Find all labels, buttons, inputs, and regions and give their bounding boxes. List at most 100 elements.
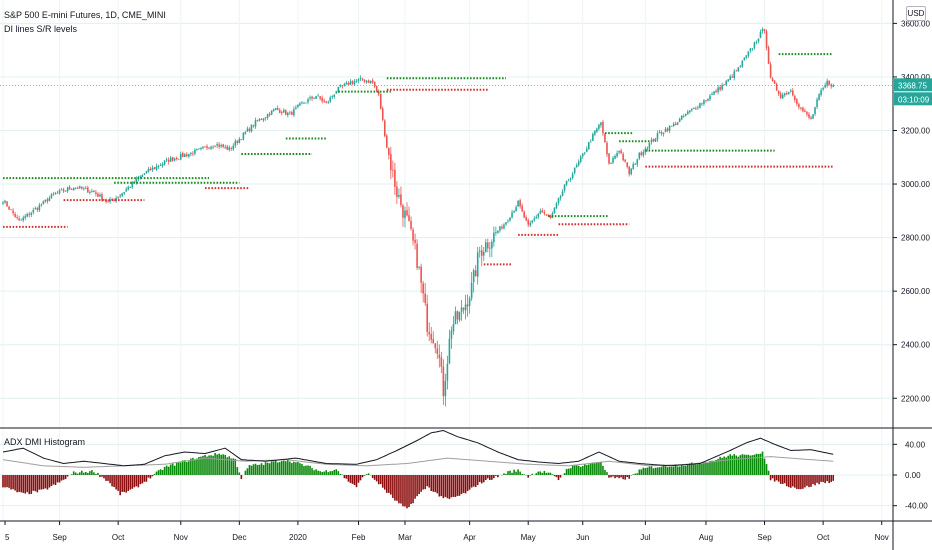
candle-body	[408, 215, 410, 222]
histogram-bar	[650, 466, 653, 475]
histogram-bar	[198, 456, 200, 475]
candle-body	[256, 120, 259, 121]
histogram-bar	[531, 473, 534, 475]
histogram-bar	[452, 475, 455, 497]
candle-body	[557, 198, 560, 203]
candle-body	[390, 154, 392, 171]
histogram-bar	[87, 472, 89, 475]
candle-body	[745, 55, 748, 58]
candle-body	[666, 128, 669, 131]
histogram-bar	[402, 475, 404, 507]
histogram-bar	[729, 454, 731, 475]
histogram-bar	[91, 470, 93, 475]
histogram-bar	[175, 462, 178, 475]
candle-body	[826, 80, 828, 86]
histogram-bar	[571, 465, 574, 475]
histogram-bar	[711, 460, 713, 475]
histogram-bar	[828, 475, 830, 484]
candle-body	[691, 108, 693, 111]
histogram-bar	[577, 465, 580, 475]
candle-body	[428, 332, 431, 335]
histogram-bar	[285, 461, 287, 475]
histogram-bar	[822, 475, 824, 483]
candle-body	[761, 29, 764, 32]
candle-body	[783, 93, 786, 96]
histogram-bar	[309, 465, 311, 475]
candle-body	[127, 187, 130, 190]
histogram-bar	[299, 463, 301, 475]
candle-body	[697, 107, 699, 109]
candle-body	[87, 187, 89, 193]
histogram-bar	[509, 470, 511, 475]
candle-body	[131, 182, 134, 188]
candle-body	[632, 164, 635, 170]
candle-body	[392, 169, 394, 171]
histogram-bar	[668, 466, 671, 475]
candle-body	[539, 210, 542, 214]
adx-line	[2, 429, 834, 467]
histogram-bar	[276, 462, 279, 475]
histogram-bar	[133, 475, 136, 488]
candle-body	[537, 213, 540, 217]
histogram-bar	[628, 475, 630, 479]
histogram-bar	[592, 462, 594, 475]
candle-body	[135, 178, 138, 183]
candle-body	[553, 207, 556, 214]
candle-body	[529, 222, 532, 226]
histogram-bar	[252, 464, 255, 475]
candle-body	[513, 210, 515, 213]
candle-body	[719, 86, 721, 90]
candle-body	[729, 76, 731, 80]
histogram-bar	[620, 475, 622, 478]
histogram-bar	[539, 471, 542, 475]
grid	[0, 0, 893, 521]
histogram-bar	[357, 475, 360, 483]
histogram-bar	[224, 454, 226, 475]
histogram-bar	[159, 469, 162, 475]
histogram-bar	[567, 468, 570, 475]
histogram-bar	[161, 469, 164, 475]
histogram-bar	[666, 467, 669, 475]
candle-body	[4, 200, 6, 203]
histogram-bar	[325, 470, 327, 475]
candle-body	[153, 167, 156, 169]
histogram-bar	[305, 465, 307, 475]
candle-body	[224, 146, 226, 148]
histogram-bar	[83, 472, 85, 475]
histogram-bar	[489, 475, 491, 480]
candle-body	[54, 193, 57, 195]
time-tick-label: Nov	[875, 533, 889, 542]
candle-body	[588, 142, 590, 150]
candle-body	[600, 122, 602, 126]
price-tick-label: 3600.00	[901, 19, 930, 28]
histogram-bar	[54, 475, 57, 486]
candle-body	[487, 242, 489, 249]
candle-body	[14, 214, 16, 218]
histogram-bar	[513, 469, 515, 475]
candle-body	[22, 217, 24, 221]
histogram-bar	[646, 467, 649, 475]
candle-body	[331, 96, 334, 97]
candle-body	[434, 343, 437, 349]
histogram-bar	[757, 454, 760, 475]
histogram-bar	[802, 475, 804, 489]
candle-body	[196, 149, 198, 151]
candle-body	[20, 219, 22, 221]
histogram-bar	[101, 475, 103, 477]
histogram-bar	[123, 475, 125, 492]
candle-body	[70, 189, 73, 191]
histogram-bar	[460, 475, 463, 494]
histogram-bar	[462, 475, 465, 493]
histogram-bar	[624, 475, 626, 480]
histogram-bar	[472, 475, 475, 487]
histogram-bar	[581, 466, 584, 475]
histogram-bar	[755, 453, 758, 475]
candle-body	[709, 95, 711, 100]
candle-body	[58, 190, 61, 194]
candle-body	[323, 100, 325, 102]
candle-body	[567, 180, 570, 182]
currency-button[interactable]: USD	[906, 6, 926, 21]
histogram-bar	[20, 475, 22, 493]
histogram-bar	[339, 473, 342, 475]
histogram-bar	[565, 468, 568, 475]
